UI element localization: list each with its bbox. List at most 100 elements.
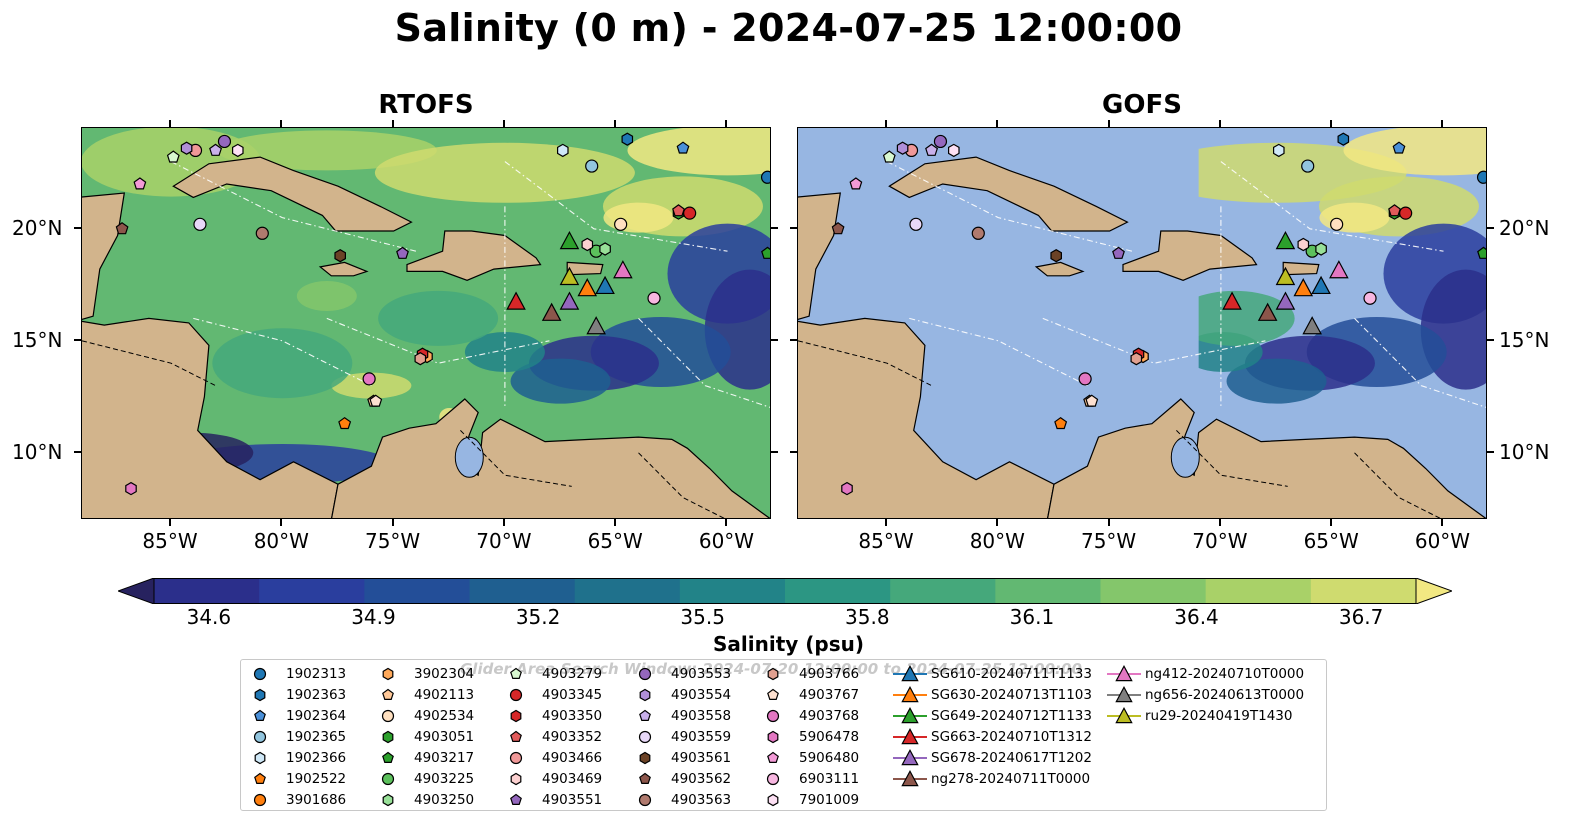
x-tick-label: 80°W [253,529,309,553]
legend-label: 5906478 [799,729,860,745]
marker-1902522 [1054,416,1068,430]
marker-6903111 [1363,291,1377,305]
marker-4903345 [1399,206,1413,220]
marker-4903554 [896,141,909,155]
marker-1902313 [760,170,770,184]
x-tick-label: 75°W [364,529,421,553]
legend-marker [1115,706,1133,724]
legend-marker [1115,664,1133,682]
land-jamaica [318,261,369,277]
colorbar-tick-label: 35.2 [515,605,561,629]
legend-marker [510,793,522,805]
marker-1902364 [676,141,690,154]
legend-marker [509,688,523,702]
x-tick-mark-top [725,120,728,127]
marker-6903111 [647,291,661,305]
land-hispaniola [1122,230,1258,281]
legend-label: 4903767 [799,687,860,703]
marker-4903551 [396,246,409,259]
legend-marker [639,688,651,702]
marker-SG649-20240712T1133 [559,230,580,250]
marker-4903559 [193,217,207,231]
legend-label: 1902364 [286,708,347,724]
legend-marker [767,688,779,700]
legend-marker [382,751,394,763]
legend-label: 4903554 [671,687,732,703]
x-tick-mark [614,519,617,526]
x-tick-mark [391,519,394,526]
marker-ru29-20240419T1430 [1275,266,1296,286]
marker-4902534 [1330,217,1344,231]
marker-ng412-20240710T0000 [1329,260,1349,279]
legend-label: SG630-20240713T1103 [931,687,1092,703]
y-tick-mark-right [1487,226,1494,229]
legend-marker [382,730,394,744]
legend-label: 4903466 [542,750,603,766]
legend-label: 4903350 [542,708,603,724]
land-puertorico [566,261,604,276]
y-tick-mark [790,226,797,229]
map-gofs-svg [798,128,1486,518]
marker-4903553 [217,134,232,149]
legend-label: 4903352 [542,729,603,745]
marker-SG678-20240617T1202 [559,291,580,310]
legend-marker [253,730,267,744]
figure-title: Salinity (0 m) - 2024-07-25 12:00:00 [394,6,1183,50]
legend-label: 4902113 [414,687,475,703]
marker-3901686 [1485,180,1486,184]
legend-marker [767,751,779,763]
x-tick-label: 75°W [1080,529,1137,553]
legend-marker [509,751,523,765]
panel-title-rtofs: RTOFS [378,90,474,120]
legend-marker [901,727,919,745]
y-tick-mark-right [771,338,778,341]
x-tick-mark [1218,519,1221,526]
legend-label: 4903051 [414,729,475,745]
marker-5906480 [849,177,863,190]
marker-4903250 [1315,242,1327,256]
marker-ng656-20240613T0000 [1302,316,1322,335]
marker-1902522 [338,416,352,430]
legend-label: 4903766 [799,666,860,682]
land-jamaica [1034,261,1085,277]
legend-marker [254,772,266,784]
y-tick-label-right: 15°N [1499,327,1550,352]
marker-4903558 [209,143,223,156]
legend-label: SG649-20240712T1133 [931,708,1092,724]
legend-marker [901,685,919,703]
legend-marker [510,709,522,723]
legend-marker [382,793,394,807]
colorbar-tick-label: 36.7 [1338,605,1384,629]
legend-marker [901,748,919,766]
marker-SG610-20240711T1133 [595,275,615,295]
legend-label: SG610-20240711T1133 [931,666,1092,682]
marker-1902366 [557,143,569,158]
legend-label: 1902313 [286,666,347,682]
legend-label: 3901686 [286,792,347,808]
colorbar-tick-label: 36.4 [1174,605,1219,629]
marker-4903279 [882,150,896,163]
y-tick-mark [74,450,81,453]
colorbar-tick-label: 35.8 [845,605,890,629]
x-tick-mark [280,519,283,526]
legend-label: ng412-20240710T0000 [1145,666,1305,682]
marker-4903558 [925,143,939,156]
marker-1902364 [1392,141,1406,154]
y-tick-mark [790,338,797,341]
y-tick-mark-right [1487,338,1494,341]
marker-1902365 [1301,159,1315,173]
x-tick-label: 70°W [1192,529,1248,553]
marker-4903563 [255,226,269,240]
marker-4903766 [1130,352,1143,366]
x-tick-label: 85°W [858,529,914,553]
y-tick-mark-right [771,226,778,229]
legend-label: 4903217 [414,750,475,766]
legend-marker [766,709,780,723]
legend-label: 4903469 [542,771,603,787]
legend-marker [901,706,919,724]
marker-4903768 [362,372,376,386]
marker-4903561 [1050,249,1062,263]
legend-marker [381,772,395,786]
x-tick-label: 60°W [1414,529,1471,553]
legend-label: 7901009 [799,792,860,808]
